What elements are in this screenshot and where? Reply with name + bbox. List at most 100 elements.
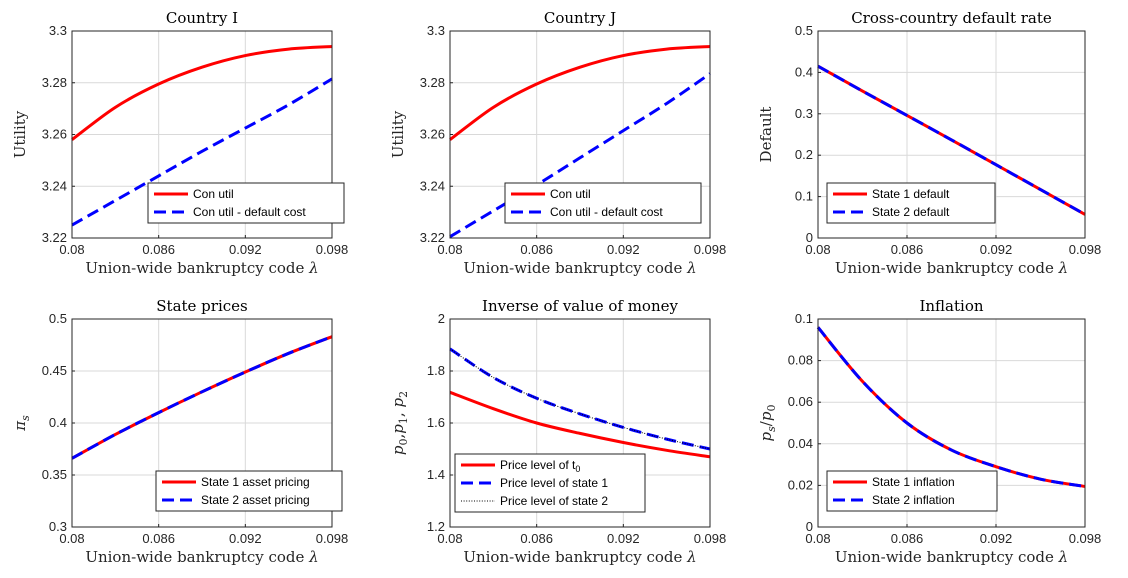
legend-entry: State 1 asset pricing	[201, 475, 310, 489]
x-axis-label: Union-wide bankruptcy code λ	[835, 259, 1068, 277]
legend-box	[826, 470, 998, 512]
x-tick-label: 0.086	[520, 242, 553, 257]
series-line-2	[71, 335, 333, 460]
y-tick-label: 3.22	[420, 230, 445, 245]
legend-entry: State 1 default	[872, 187, 950, 201]
y-tick-label: 0.3	[49, 519, 67, 534]
y-axis-label: Utility	[389, 110, 407, 158]
y-tick-label: 1.6	[427, 415, 445, 430]
x-tick-label: 0.092	[229, 242, 262, 257]
y-tick-label: 2	[438, 311, 445, 326]
x-tick-label: 0.086	[891, 531, 924, 546]
x-tick-label: 0.092	[980, 531, 1013, 546]
y-tick-label: 0.5	[795, 23, 813, 38]
y-tick-label: 0	[806, 519, 813, 534]
chart-title: Cross-country default rate	[851, 9, 1052, 27]
y-tick-label: 0.06	[788, 394, 813, 409]
chart-panel-6: 0.08 0.086 0.092 0.098 0 0.02 0.04 0.06 0.08 0.1 I…	[757, 297, 1101, 566]
legend-box	[147, 182, 345, 224]
y-tick-label: 0.1	[795, 311, 813, 326]
y-tick-label: 3.24	[42, 178, 67, 193]
legend-entry: Con util	[550, 187, 591, 201]
x-tick-label: 0.08	[437, 242, 462, 257]
chart-panel-4: 0.08 0.086 0.092 0.098 0.3 0.35 0.4 0.45 0.5 Stat…	[11, 297, 348, 566]
y-axis-label: ps/p0	[757, 405, 778, 442]
series-line-2	[449, 72, 711, 238]
legend: Con util Con util - default cost	[147, 182, 345, 224]
y-tick-label: 0.4	[49, 415, 67, 430]
legend-entry: Con util	[193, 187, 234, 201]
x-tick-label: 0.098	[694, 242, 727, 257]
chart-title: Country J	[544, 9, 616, 27]
y-tick-label: 0	[806, 230, 813, 245]
legend: State 1 default State 2 default	[826, 182, 996, 224]
x-tick-label: 0.086	[142, 242, 175, 257]
y-tick-label: 3.24	[420, 178, 445, 193]
x-tick-label: 0.098	[316, 531, 349, 546]
y-tick-label: 0.04	[788, 436, 813, 451]
y-tick-label: 3.26	[420, 127, 445, 142]
x-tick-label: 0.098	[316, 242, 349, 257]
x-axis-label: Union-wide bankruptcy code λ	[85, 259, 318, 277]
series-line-2	[817, 64, 1086, 216]
y-tick-label: 3.28	[42, 75, 67, 90]
x-tick-label: 0.08	[805, 242, 830, 257]
x-tick-label: 0.092	[980, 242, 1013, 257]
legend-entry: State 2 default	[872, 205, 950, 219]
y-axis-label: Default	[757, 107, 775, 163]
series-line-1	[449, 45, 711, 141]
x-tick-label: 0.086	[520, 531, 553, 546]
x-tick-label: 0.098	[1069, 242, 1102, 257]
series-line-1	[71, 335, 333, 460]
x-tick-label: 0.092	[607, 242, 640, 257]
legend-entry: Con util - default cost	[193, 205, 306, 219]
y-tick-label: 0.35	[42, 467, 67, 482]
legend-entry: Price level of t0	[500, 458, 580, 474]
series-line-2	[816, 326, 1086, 488]
legend-entry: Price level of state 1	[500, 476, 608, 490]
legend-entry: State 2 asset pricing	[201, 493, 310, 507]
x-axis-label: Union-wide bankruptcy code λ	[463, 548, 696, 566]
x-tick-label: 0.086	[891, 242, 924, 257]
legend: Price level of t0 Price level of state 1 P…	[454, 453, 646, 513]
chart-title: Inflation	[919, 297, 983, 315]
y-axis-label: Utility	[11, 110, 29, 158]
series-line-3	[449, 348, 711, 450]
chart-panel-3: 0.08 0.086 0.092 0.098 0 0.1 0.2 0.3 0.4 0.5 Cross…	[757, 9, 1101, 277]
y-tick-label: 0.5	[49, 311, 67, 326]
y-tick-label: 1.2	[427, 519, 445, 534]
legend-entry: State 2 inflation	[872, 493, 955, 507]
chart-title: Inverse of value of money	[482, 297, 678, 315]
y-tick-label: 3.3	[427, 23, 445, 38]
x-axis-label: Union-wide bankruptcy code λ	[835, 548, 1068, 566]
chart-panel-5: 0.08 0.086 0.092 0.098 1.2 1.4 1.6 1.8 2 Inverse …	[389, 297, 726, 566]
y-tick-label: 0.3	[795, 106, 813, 121]
axes-frame	[817, 318, 1086, 528]
y-axis-label: πs	[11, 415, 32, 432]
legend: State 1 inflation State 2 inflation	[826, 470, 998, 512]
x-axis-label: Union-wide bankruptcy code λ	[463, 259, 696, 277]
series-line-1	[71, 45, 333, 141]
x-tick-label: 0.098	[1069, 531, 1102, 546]
y-axis-label: p0,p1, p2	[389, 391, 410, 455]
x-tick-label: 0.092	[229, 531, 262, 546]
series-line-2	[71, 77, 333, 227]
x-tick-label: 0.08	[805, 531, 830, 546]
chart-panel-1: 0.08 0.086 0.092 0.098 3.22 3.24 3.26 3.28 3.3 Co…	[11, 9, 348, 277]
chart-title: State prices	[156, 297, 247, 315]
y-tick-label: 3.22	[42, 230, 67, 245]
legend-box	[504, 182, 702, 224]
y-tick-label: 0.45	[42, 363, 67, 378]
x-tick-label: 0.08	[59, 242, 84, 257]
series-line-1	[449, 390, 711, 459]
x-tick-label: 0.08	[59, 531, 84, 546]
legend-box	[826, 182, 996, 224]
legend: Con util Con util - default cost	[504, 182, 702, 224]
x-tick-label: 0.092	[607, 531, 640, 546]
legend-box	[155, 470, 343, 512]
series-line-1	[816, 326, 1086, 488]
legend-entry: State 1 inflation	[872, 475, 955, 489]
y-tick-label: 1.8	[427, 363, 445, 378]
x-tick-label: 0.098	[694, 531, 727, 546]
